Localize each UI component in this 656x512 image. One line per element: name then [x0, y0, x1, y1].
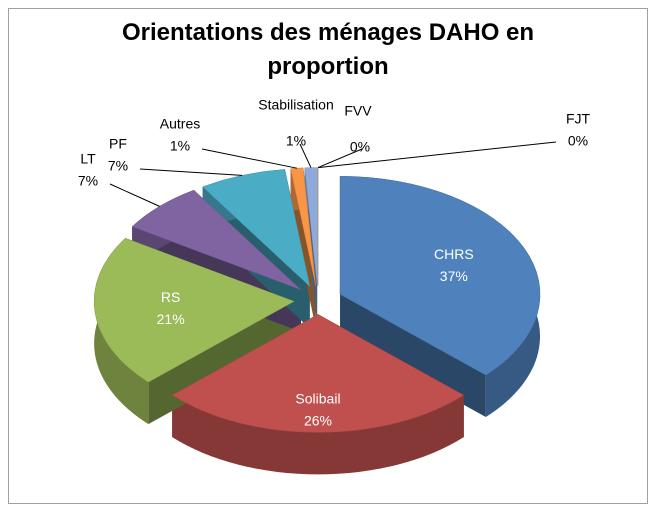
slice — [339, 176, 541, 376]
slice-side — [172, 395, 464, 475]
chart-title: Orientations des ménages DAHO en proport… — [121, 19, 535, 80]
category-label: PF — [109, 136, 127, 152]
category-label: Solibail — [295, 390, 340, 406]
chart-frame — [8, 8, 648, 504]
slice-face — [340, 176, 486, 418]
value-label: 7% — [108, 158, 128, 174]
leader-line — [201, 148, 298, 169]
leader-line — [299, 143, 312, 168]
value-label: 0% — [568, 133, 588, 149]
category-label: Stabilisation — [258, 97, 334, 113]
value-label: 0% — [350, 139, 370, 155]
leader-line — [317, 148, 363, 169]
slice-tops — [93, 167, 541, 433]
value-label: 1% — [170, 138, 190, 154]
value-label: 21% — [157, 311, 185, 327]
category-label: Autres — [160, 116, 200, 132]
value-label: 26% — [304, 412, 332, 428]
category-label: LT — [80, 151, 96, 167]
slice — [202, 169, 311, 288]
slice — [171, 314, 465, 433]
labels: CHRS 37% Solibail 26% RS 21% LT 7% PF 7% Autres 1% S… — [78, 97, 591, 429]
category-label: FVV — [344, 103, 372, 119]
leader-line — [139, 168, 243, 176]
slice — [131, 189, 302, 291]
value-label: 7% — [78, 173, 98, 189]
category-label: CHRS — [434, 246, 474, 262]
value-label: 37% — [440, 268, 468, 284]
leader-line — [317, 141, 557, 169]
slice — [93, 237, 295, 383]
value-label: 1% — [286, 133, 306, 149]
category-label: RS — [161, 289, 180, 305]
category-label: FJT — [566, 111, 591, 127]
leader-line — [109, 183, 160, 207]
